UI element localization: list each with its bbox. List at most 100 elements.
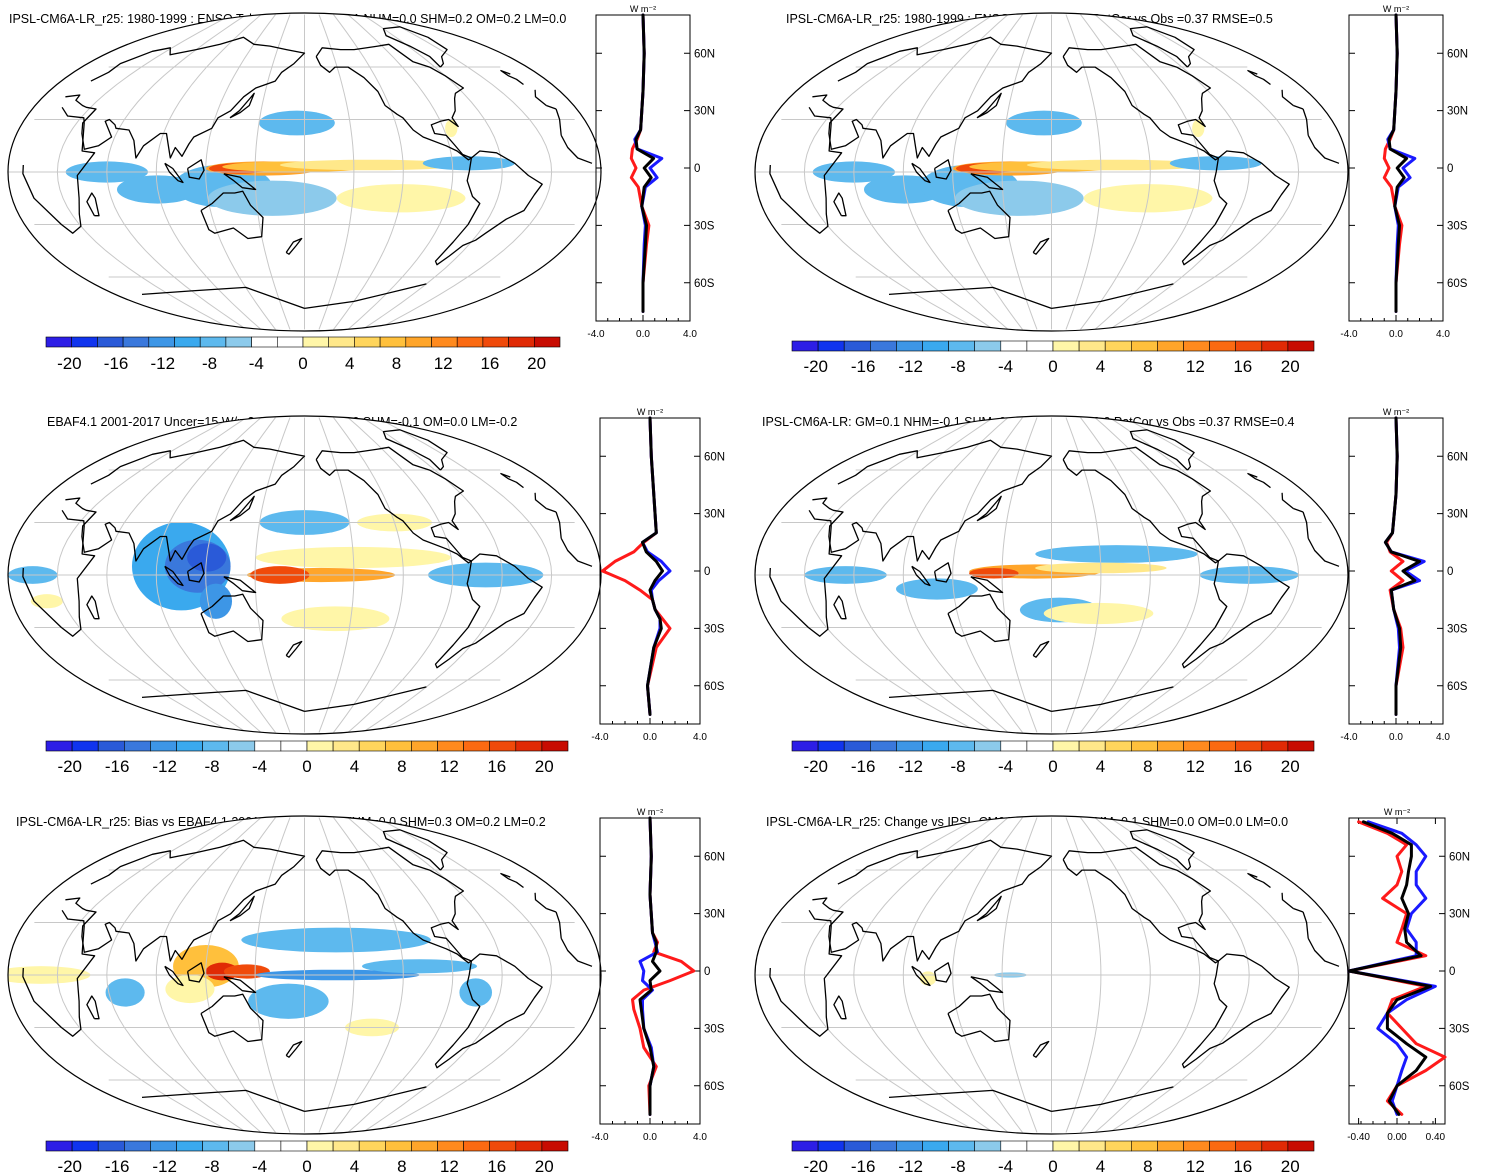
zonal-x-label: -4.0 <box>1340 329 1358 340</box>
continent-outline-indonesia1 <box>911 965 931 987</box>
continent-outline-antarctica <box>1051 283 1174 310</box>
graticule-meridian <box>205 817 276 1133</box>
globe-border <box>754 815 1349 1135</box>
graticule-meridian <box>1109 14 1250 330</box>
graticule-meridian <box>1001 14 1038 330</box>
colorbar-bin <box>1026 1140 1054 1152</box>
continent-outline-greenland <box>1129 26 1195 68</box>
continent-outline-indonesia1 <box>911 565 931 587</box>
colorbar-bin <box>482 336 509 348</box>
colorbar-bin <box>791 740 819 752</box>
panel-4: IPSL-CM6A-LR: GM=0.1 NHM=-0.1 SHM=0.2 OM… <box>754 407 1468 776</box>
colorbar-bin <box>124 1140 151 1152</box>
graticule-meridian <box>803 417 980 733</box>
continent-outline-antarctica <box>304 686 427 713</box>
colorbar-bin <box>974 340 1002 352</box>
lat-label: 30S <box>704 1023 725 1035</box>
continent-outline-japan <box>976 895 1002 922</box>
graticule-meridian <box>952 14 1023 330</box>
colorbar-bin <box>199 336 227 348</box>
continent-outline-greenland <box>1129 429 1195 471</box>
continent-outline-newguinea <box>970 576 1004 594</box>
graticule-meridian <box>1123 817 1300 1133</box>
lat-label: 60N <box>704 851 725 863</box>
colorbar-bin <box>45 336 73 348</box>
continent-outline-australia <box>947 993 1011 1043</box>
graticule-meridian <box>347 14 454 330</box>
colorbar-bin <box>896 340 923 352</box>
continent-outline-uk <box>500 69 524 86</box>
continent-outline-indonesia2 <box>186 159 205 180</box>
zonal-x-label: 4.0 <box>1436 732 1450 743</box>
continent-outline-africa <box>22 106 96 234</box>
zonal-x-label: 4.0 <box>693 1132 707 1143</box>
colorbar-bin <box>843 740 871 752</box>
zonal-unit: W m⁻² <box>1383 4 1409 14</box>
anomaly-region <box>1035 545 1198 563</box>
colorbar-tick-label: -16 <box>104 354 129 373</box>
continent-outline-madagascar <box>86 595 100 620</box>
continent-outline-africa <box>22 909 96 1037</box>
colorbar-tick-label: -12 <box>151 354 176 373</box>
zonal-mean-panel: W m⁻² 60N 30N 0 30S 60S -4.0 0.0 4.0 <box>1340 4 1468 340</box>
colorbar-bin <box>1209 1140 1236 1152</box>
colorbar-bin <box>1000 1140 1028 1152</box>
colorbar-bin <box>1078 1140 1106 1152</box>
zonal-x-label: -4.0 <box>587 329 605 340</box>
graticule-meridian <box>155 817 262 1133</box>
continent-outline-eurasia <box>1281 492 1294 510</box>
colorbar-tick-label: 12 <box>434 354 453 373</box>
continent-outline-antarctica <box>141 1089 305 1113</box>
graticule-meridian <box>155 417 262 733</box>
continent-outline-japan <box>229 495 255 522</box>
zonal-x-label: 0.0 <box>643 1132 657 1143</box>
anomaly-region <box>165 974 215 1004</box>
continent-outline-namerica <box>1062 846 1220 964</box>
colorbar-tick-label: -4 <box>998 357 1013 376</box>
colorbar-bin <box>1235 740 1263 752</box>
continent-outline-nz <box>285 1040 303 1058</box>
lat-label: 60N <box>704 451 725 463</box>
colorbar-tick-label: 16 <box>1233 357 1252 376</box>
lat-label: 60N <box>1449 851 1470 863</box>
zonal-series-red <box>1382 13 1404 313</box>
colorbar-bin <box>1000 340 1028 352</box>
colorbar-bin <box>843 340 871 352</box>
colorbar-tick-label: 16 <box>487 757 506 776</box>
continent-outline-japan <box>976 495 1002 522</box>
zonal-series-black <box>1347 820 1433 1116</box>
colorbar-bin <box>948 340 975 352</box>
zonal-x-label: 4.0 <box>1436 329 1450 340</box>
colorbar-bin <box>1183 1140 1210 1152</box>
continent-outline-greenland <box>382 26 448 68</box>
zonal-x-label: 0.0 <box>643 732 657 743</box>
lat-label: 60S <box>704 1081 725 1093</box>
zonal-unit: W m⁻² <box>1383 407 1409 417</box>
zonal-x-label: -0.40 <box>1347 1132 1370 1143</box>
colorbar-bin <box>1287 340 1315 352</box>
continent-outline-uk <box>500 872 524 889</box>
colorbar-bin <box>251 336 278 348</box>
zonal-x-label: 0.0 <box>1389 732 1403 743</box>
continent-outline-australia <box>200 593 264 643</box>
colorbar-bin <box>515 740 543 752</box>
continent-outline-africa <box>555 911 562 939</box>
continent-outline-africa <box>769 909 843 1037</box>
continent-outline-africa <box>769 509 843 637</box>
colorbar-bin <box>202 1140 230 1152</box>
colorbar-bin <box>332 1140 360 1152</box>
zonal-series-red <box>1385 416 1405 716</box>
continent-outline-eurasia <box>812 839 1053 962</box>
colorbar-tick-label: -20 <box>803 357 828 376</box>
colorbar-bin <box>791 1140 819 1152</box>
graticule-meridian <box>333 817 404 1133</box>
colorbar-bin <box>1104 340 1132 352</box>
colorbar-bin <box>280 1140 308 1152</box>
colorbar-tick-label: 4 <box>1096 357 1105 376</box>
zonal-series-blue <box>641 416 672 716</box>
lat-label: 0 <box>1447 163 1453 175</box>
colorbar-bin <box>1131 1140 1158 1152</box>
colorbar-tick-label: 0 <box>302 757 311 776</box>
graticule-meridian <box>952 417 1023 733</box>
continent-outline-antarctica <box>304 1086 427 1113</box>
